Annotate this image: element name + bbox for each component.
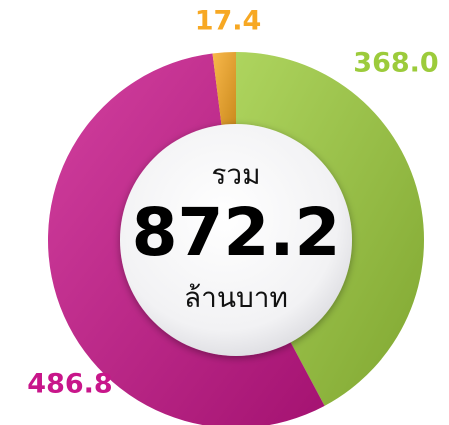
total: 872.2 [132,194,341,271]
unit: ล้านบาท [184,281,288,314]
segment-shade [236,52,425,406]
value-label: 17.4 [195,6,262,37]
value-label: 486.8 [27,369,112,400]
value-label: 368.0 [353,48,438,79]
donut [48,52,425,425]
segment-shade [212,52,236,129]
segment-shade [48,53,325,425]
center-disc [120,124,352,356]
total-label: รวม [211,158,260,191]
